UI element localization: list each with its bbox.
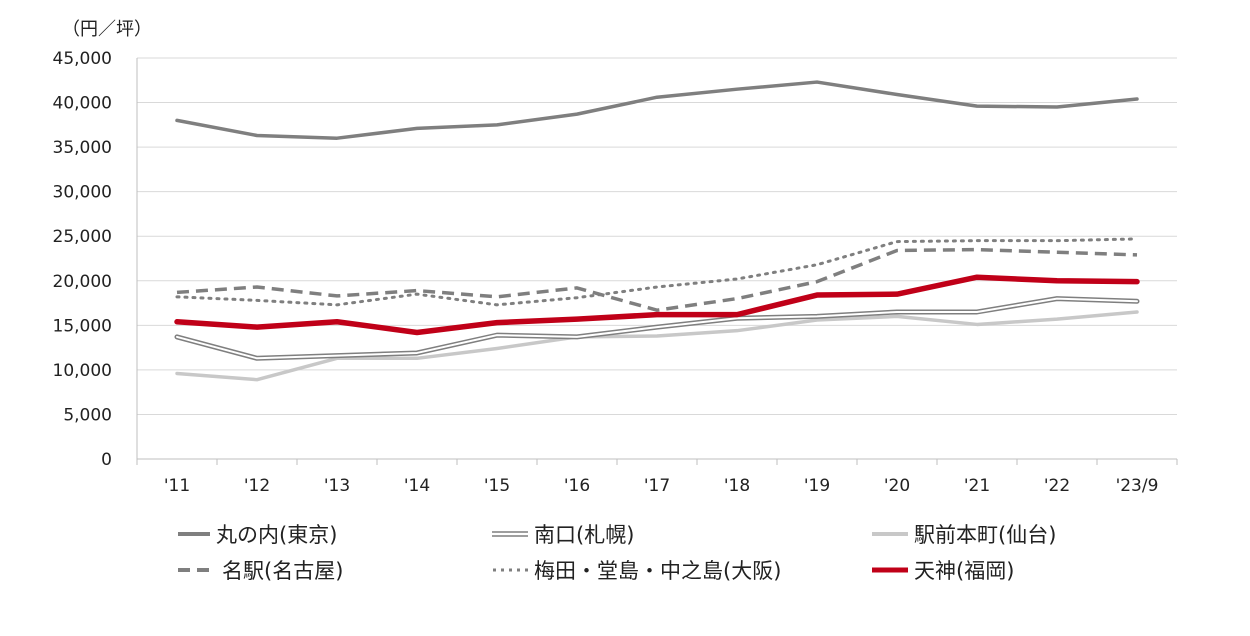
series-line-minamiguchi-inner bbox=[176, 297, 1138, 360]
y-tick-label: 0 bbox=[101, 450, 112, 470]
series-line-marunouchi bbox=[175, 80, 1139, 140]
y-tick-label: 5,000 bbox=[63, 405, 112, 425]
series-line-minamiguchi bbox=[174, 296, 1140, 361]
y-tick-label: 30,000 bbox=[53, 183, 112, 203]
series-line-tenjin bbox=[174, 274, 1140, 336]
x-tick-label: '14 bbox=[404, 476, 430, 496]
y-tick-label: 40,000 bbox=[53, 94, 112, 114]
x-tick-label: '13 bbox=[324, 476, 350, 496]
x-tick-label: '12 bbox=[244, 476, 270, 496]
x-tick-label: '19 bbox=[804, 476, 830, 496]
y-tick-label: 35,000 bbox=[53, 138, 112, 158]
x-tick-label: '21 bbox=[964, 476, 990, 496]
y-tick-label: 10,000 bbox=[53, 361, 112, 381]
y-axis-unit-label: （円／坪） bbox=[62, 19, 152, 40]
y-tick-label: 25,000 bbox=[53, 227, 112, 247]
x-tick-label: '15 bbox=[484, 476, 510, 496]
x-tick-label: '17 bbox=[644, 476, 670, 496]
x-tick-label: '18 bbox=[724, 476, 750, 496]
series-line-meieki bbox=[176, 247, 1138, 312]
x-tick-label: '16 bbox=[564, 476, 590, 496]
x-tick-label: '23/9 bbox=[1116, 476, 1159, 496]
y-tick-label: 15,000 bbox=[53, 316, 112, 336]
x-tick-label: '11 bbox=[164, 476, 190, 496]
x-tick-label: '22 bbox=[1044, 476, 1070, 496]
y-tick-label: 20,000 bbox=[53, 272, 112, 292]
series-line-ekimaehonmachi bbox=[175, 310, 1139, 382]
x-tick-label: '20 bbox=[884, 476, 910, 496]
series-line-umeda bbox=[175, 237, 1139, 307]
y-tick-label: 45,000 bbox=[53, 49, 112, 69]
